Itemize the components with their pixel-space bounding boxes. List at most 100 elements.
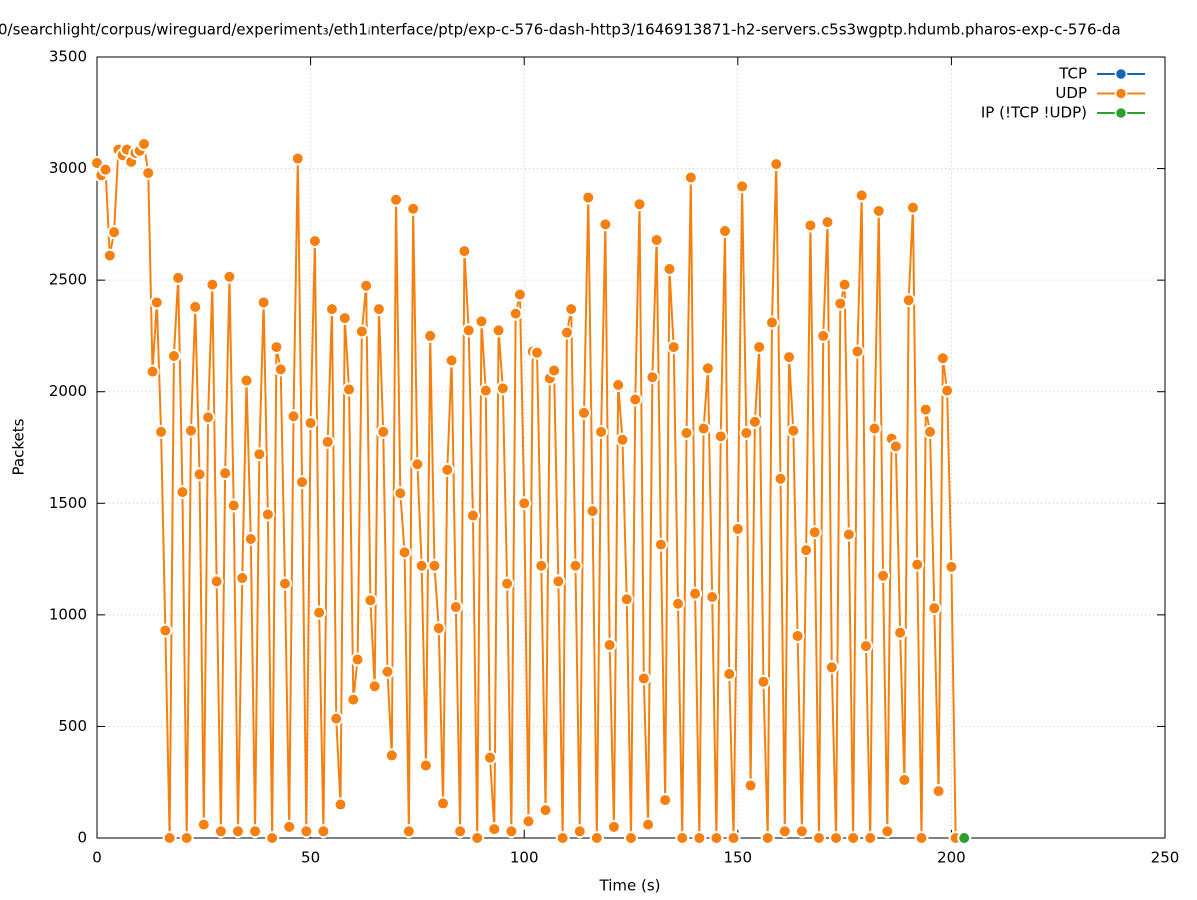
legend-label: UDP — [1055, 84, 1087, 102]
data-point — [794, 824, 809, 839]
data-point — [824, 660, 839, 675]
legend-marker — [1114, 87, 1128, 100]
data-point — [175, 485, 190, 500]
data-point — [901, 293, 916, 308]
data-point — [303, 415, 318, 430]
data-point — [649, 232, 664, 247]
data-point — [820, 215, 835, 230]
data-point — [837, 277, 852, 292]
data-point — [235, 571, 250, 586]
data-point — [905, 200, 920, 215]
data-point — [367, 679, 382, 694]
data-point — [931, 784, 946, 799]
data-point — [833, 296, 848, 311]
data-point — [171, 270, 186, 285]
data-point — [615, 432, 630, 447]
data-point — [444, 353, 459, 368]
data-point — [282, 819, 297, 834]
data-point — [927, 601, 942, 616]
data-point — [858, 639, 873, 654]
data-point — [512, 287, 527, 302]
data-point — [670, 596, 685, 611]
data-point — [230, 824, 245, 839]
data-point — [483, 750, 498, 765]
legend-marker — [1114, 106, 1128, 120]
data-point — [636, 671, 651, 686]
data-point — [265, 831, 280, 845]
data-point — [316, 824, 331, 839]
data-point — [295, 475, 310, 490]
data-point — [226, 498, 241, 513]
data-point — [141, 166, 156, 181]
data-point — [769, 157, 784, 172]
data-point — [816, 328, 831, 343]
data-point — [893, 625, 908, 640]
y-tick-label: 2500 — [49, 271, 87, 289]
data-point — [841, 527, 856, 542]
data-point — [923, 424, 938, 439]
data-point — [594, 424, 609, 439]
data-point — [863, 831, 878, 845]
data-point — [568, 558, 583, 573]
data-point — [876, 568, 891, 583]
data-point — [700, 361, 715, 376]
data-point — [470, 831, 485, 845]
data-point — [393, 486, 408, 501]
y-axis-label: Packets — [10, 418, 28, 475]
data-point — [606, 819, 621, 834]
data-point — [277, 576, 292, 591]
data-point — [619, 592, 634, 607]
data-point — [196, 817, 211, 832]
data-point — [329, 711, 344, 726]
data-point — [944, 559, 959, 574]
data-point — [555, 831, 570, 845]
data-point — [782, 350, 797, 365]
data-point — [624, 831, 638, 845]
y-tick-label: 3500 — [49, 48, 87, 66]
data-point — [256, 295, 271, 310]
data-point — [521, 814, 536, 829]
data-point — [500, 576, 515, 591]
data-point — [145, 364, 160, 379]
data-point — [807, 525, 822, 540]
data-point — [205, 277, 220, 292]
data-point — [299, 824, 314, 839]
data-point — [243, 531, 258, 546]
data-point — [777, 824, 792, 839]
x-tick-label: 250 — [1151, 849, 1180, 867]
data-point — [457, 244, 472, 259]
data-point — [418, 758, 433, 773]
data-point — [666, 340, 681, 355]
data-point — [312, 605, 327, 620]
data-point — [183, 423, 198, 438]
data-point — [107, 225, 122, 240]
data-point — [854, 188, 869, 203]
data-point — [871, 203, 886, 218]
data-point — [218, 466, 233, 481]
data-point — [384, 748, 399, 763]
data-point — [269, 340, 284, 355]
data-point — [431, 621, 446, 636]
series-line — [96, 141, 957, 839]
data-point — [696, 421, 711, 436]
data-point — [589, 831, 604, 845]
data-point — [354, 324, 369, 339]
legend-label: IP (!TCP !UDP) — [981, 104, 1087, 122]
data-point — [662, 261, 677, 276]
data-point — [461, 323, 476, 338]
data-point — [572, 824, 587, 839]
data-point — [683, 170, 698, 185]
data-point — [179, 831, 194, 845]
data-point — [239, 373, 254, 388]
data-point — [829, 831, 844, 845]
data-point — [935, 351, 950, 366]
data-point — [102, 248, 117, 263]
data-point — [201, 410, 216, 425]
legend-label: TCP — [1058, 65, 1087, 83]
data-point — [880, 824, 895, 839]
data-point — [359, 278, 374, 293]
data-point — [474, 314, 489, 329]
data-point — [547, 363, 562, 378]
data-point — [192, 467, 207, 482]
